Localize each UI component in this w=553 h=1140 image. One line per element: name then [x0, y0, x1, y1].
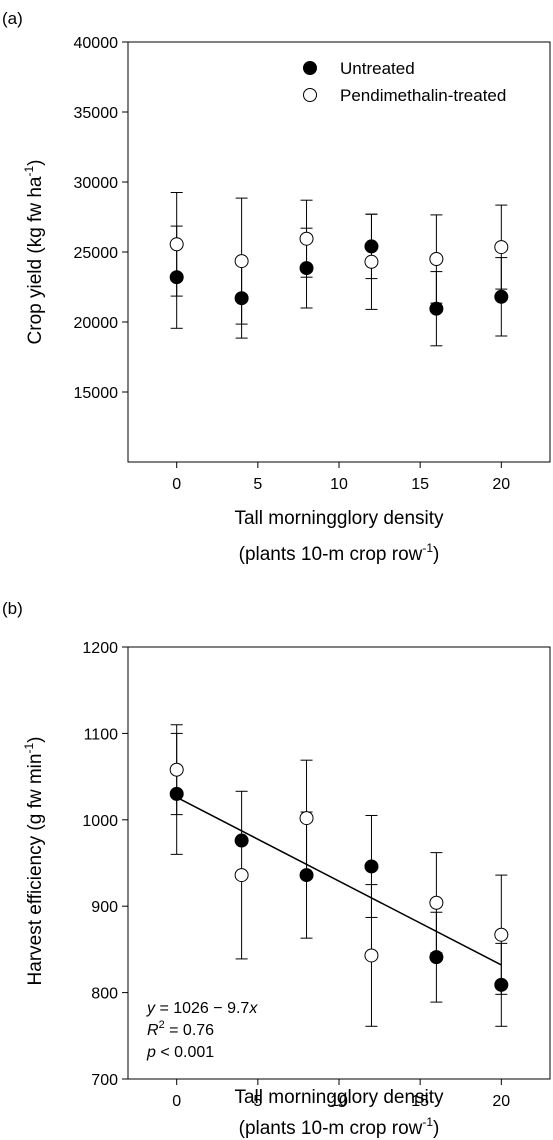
regression-line [176, 796, 502, 966]
x-tick-label: 10 [330, 476, 348, 493]
panel-a-x-axis-label: Tall morningglory density [234, 508, 444, 529]
y-tick-label: 800 [91, 986, 118, 1003]
y-tick-label: 1200 [82, 640, 118, 657]
panel-a-x-axis-label-units: (plants 10-m crop row-1) [239, 541, 440, 565]
y-tick-label: 40000 [74, 35, 119, 52]
panel-b-y-axis-label: Harvest efficiency (g fw min-1) [22, 737, 46, 986]
panel-b-series [169, 724, 509, 1027]
data-point-untreated [364, 239, 379, 254]
x-tick-label: 0 [172, 1093, 181, 1110]
data-point-pendimethalin [364, 254, 379, 269]
data-point-untreated [299, 868, 314, 883]
panel-a-y-ticks: 15000 20000 25000 30000 35000 40000 [74, 35, 128, 402]
x-tick-label: 15 [411, 1093, 429, 1110]
legend-label-pendimethalin: Pendimethalin-treated [340, 86, 506, 105]
regression-r-squared: R2 = 0.76 [147, 1019, 214, 1039]
y-tick-label: 900 [91, 899, 118, 916]
data-point-pendimethalin [234, 254, 249, 269]
data-point-pendimethalin [429, 252, 444, 266]
data-point-pendimethalin [299, 231, 314, 246]
data-point-pendimethalin [234, 868, 249, 883]
y-tick-label: 15000 [74, 385, 119, 402]
regression-annotation: y = 1026 − 9.7x R2 = 0.76 p < 0.001 [146, 1000, 258, 1061]
data-point-pendimethalin [429, 895, 444, 910]
data-point-pendimethalin [364, 948, 379, 963]
panel-a-label: (a) [2, 9, 23, 28]
y-tick-label: 1000 [82, 813, 118, 830]
data-point-untreated [234, 291, 249, 306]
panel-b-y-ticks: 700 800 900 1000 1100 1200 [82, 640, 128, 1089]
data-point-untreated [169, 786, 184, 801]
data-point-untreated [494, 977, 509, 992]
legend-label-untreated: Untreated [340, 59, 415, 78]
legend-marker-pendimethalin [303, 88, 317, 102]
panel-a-x-ticks: 0 5 10 15 20 [172, 462, 510, 493]
legend: Untreated Pendimethalin-treated [303, 59, 506, 105]
x-tick-label: 5 [253, 1093, 262, 1110]
x-tick-label: 0 [172, 476, 181, 493]
x-tick-label: 5 [253, 476, 262, 493]
x-tick-label: 15 [411, 476, 429, 493]
legend-marker-untreated [303, 61, 317, 75]
data-point-untreated [364, 859, 379, 874]
data-point-untreated [234, 833, 249, 848]
panel-b: (b) 700 800 900 1000 1100 1200 0 5 10 15 20 Harve… [2, 599, 551, 1139]
panel-b-x-axis-label: Tall morningglory density [234, 1087, 444, 1108]
data-point-pendimethalin [494, 927, 509, 942]
y-tick-label: 1100 [84, 726, 119, 743]
data-point-pendimethalin [494, 240, 509, 255]
x-tick-label: 20 [492, 476, 510, 493]
data-point-untreated [429, 950, 444, 965]
panel-a-series [169, 192, 509, 347]
y-tick-label: 35000 [74, 105, 119, 122]
x-tick-label: 10 [330, 1093, 348, 1110]
data-point-pendimethalin [169, 762, 184, 777]
y-tick-label: 30000 [74, 175, 119, 192]
regression-equation: y = 1026 − 9.7x [146, 1000, 258, 1017]
data-point-pendimethalin [299, 811, 314, 826]
y-tick-label: 20000 [74, 315, 119, 332]
panel-b-label: (b) [2, 599, 23, 618]
y-tick-label: 700 [91, 1072, 118, 1089]
data-point-untreated [299, 261, 314, 276]
data-point-untreated [494, 289, 509, 304]
data-point-untreated [429, 301, 444, 316]
x-tick-label: 20 [492, 1093, 510, 1110]
data-point-pendimethalin [169, 237, 184, 252]
panel-b-x-axis-label-units: (plants 10-m crop row-1) [239, 1115, 440, 1139]
panel-a-frame [127, 41, 551, 463]
panel-a: (a) 15000 20000 25000 30000 35000 40000 0 5 10 1… [2, 9, 551, 565]
data-point-untreated [169, 270, 184, 285]
regression-p-value: p < 0.001 [146, 1044, 214, 1061]
panel-b-x-ticks: 0 5 10 15 20 [172, 1079, 510, 1110]
panel-a-y-axis-label: Crop yield (kg fw ha-1) [22, 160, 46, 345]
y-tick-label: 25000 [74, 245, 119, 262]
